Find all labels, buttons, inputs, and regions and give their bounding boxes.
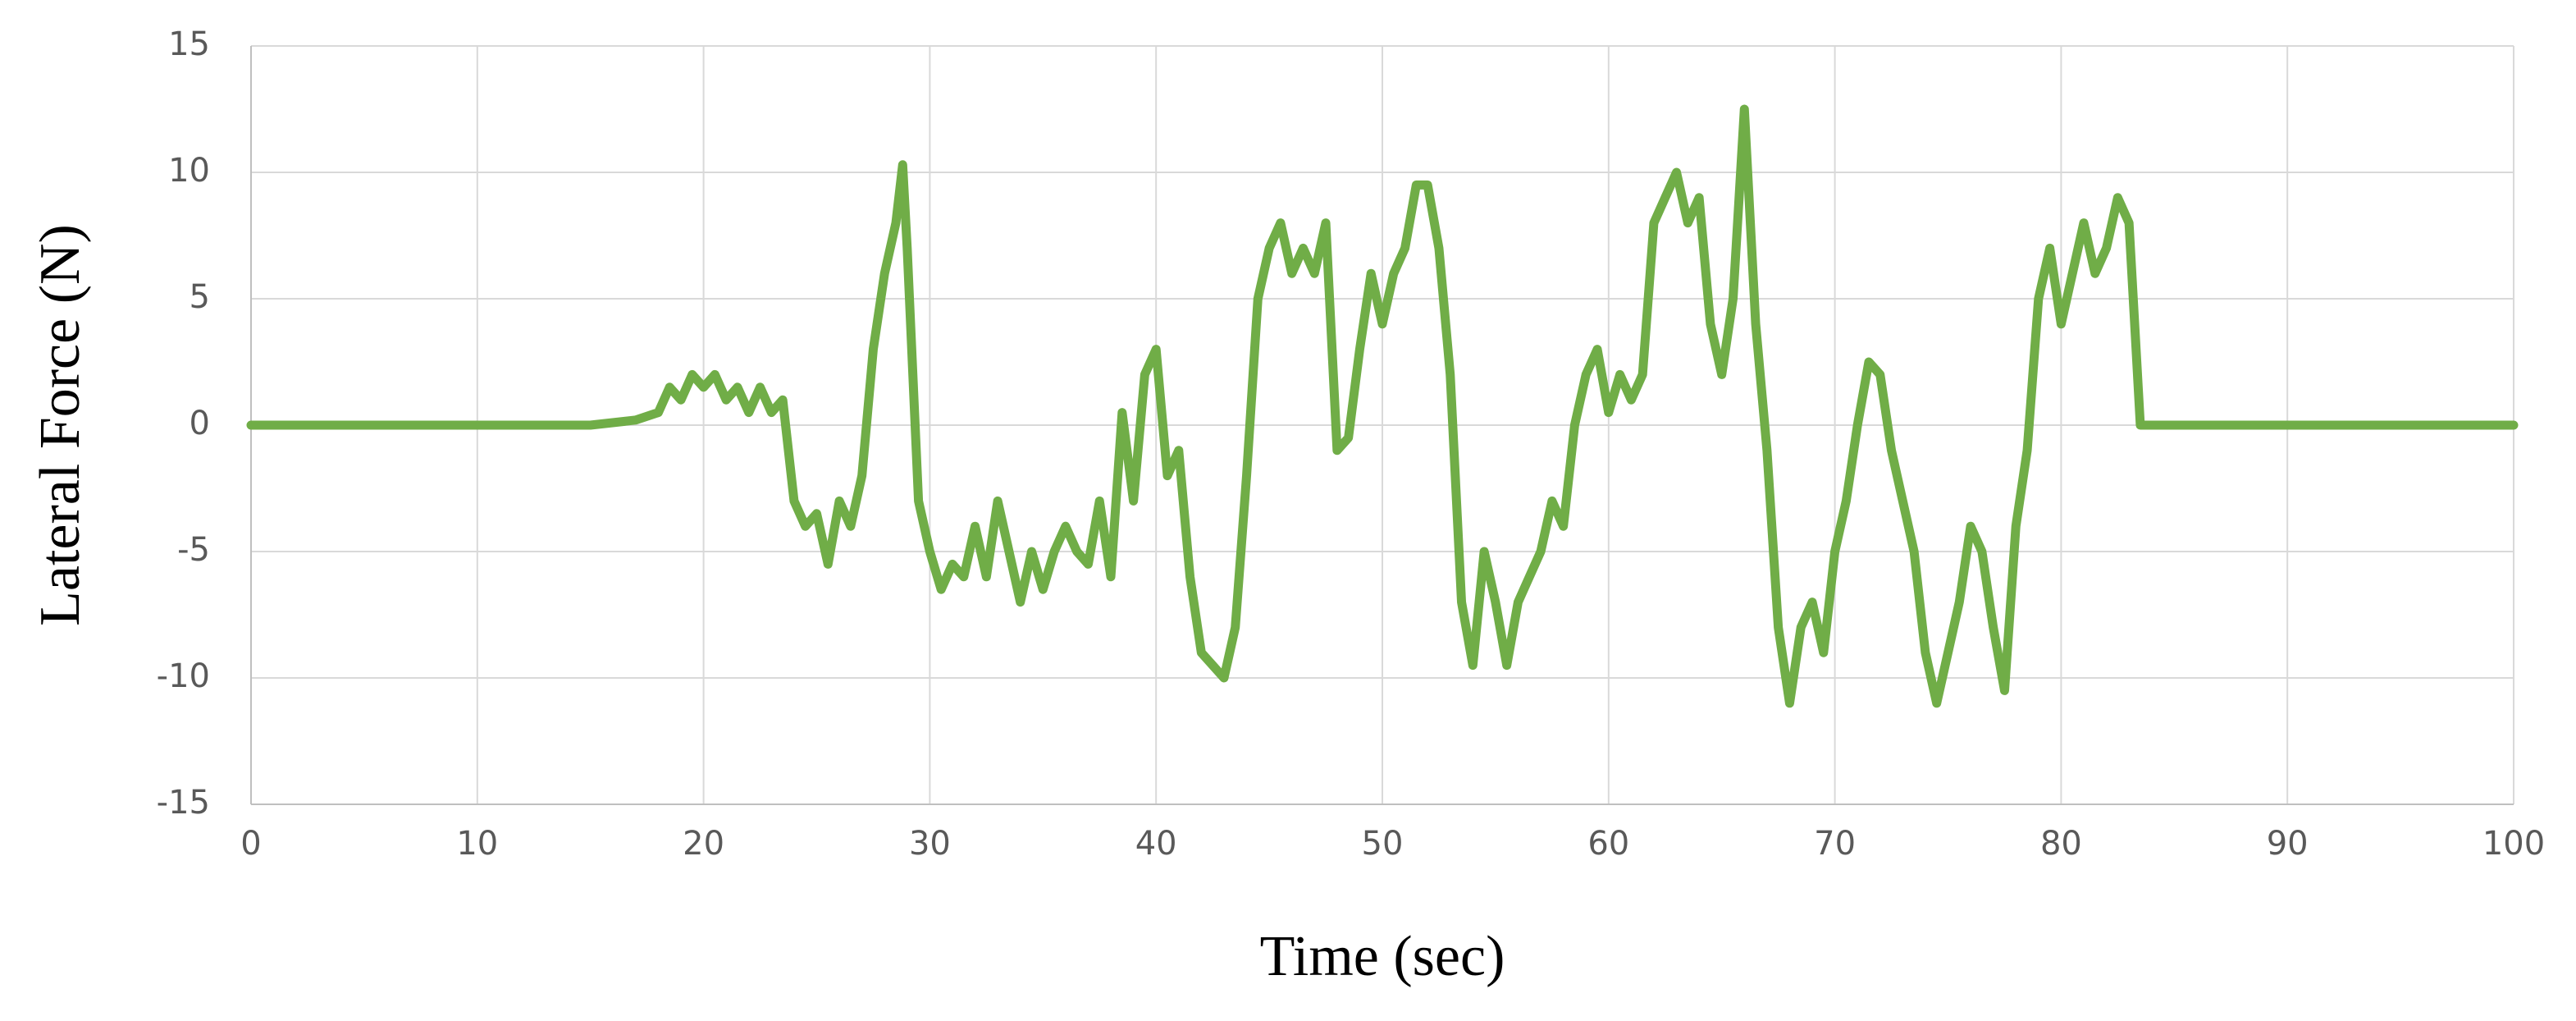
y-tick-label: 5 (190, 278, 210, 316)
y-tick-label: -5 (177, 531, 210, 569)
x-tick-label: 80 (2040, 825, 2082, 863)
x-tick-label: 0 (240, 825, 261, 863)
x-tick-label: 100 (2482, 825, 2545, 863)
x-tick-label: 30 (909, 825, 951, 863)
x-tick-label: 70 (1814, 825, 1856, 863)
x-axis-title: Time (sec) (1260, 925, 1505, 988)
y-tick-label: 10 (168, 152, 210, 190)
y-tick-label: -15 (157, 784, 210, 822)
x-tick-label: 20 (683, 825, 724, 863)
y-axis-title: Lateral Force (N) (29, 224, 92, 626)
y-tick-label: -10 (157, 657, 210, 695)
x-tick-label: 50 (1362, 825, 1404, 863)
y-tick-label: 0 (190, 405, 210, 442)
x-tick-label: 90 (2267, 825, 2309, 863)
y-tick-label: 15 (168, 25, 210, 63)
data-line (246, 104, 2519, 708)
x-tick-label: 10 (456, 825, 498, 863)
x-tick-label: 40 (1135, 825, 1177, 863)
x-tick-label: 60 (1587, 825, 1629, 863)
